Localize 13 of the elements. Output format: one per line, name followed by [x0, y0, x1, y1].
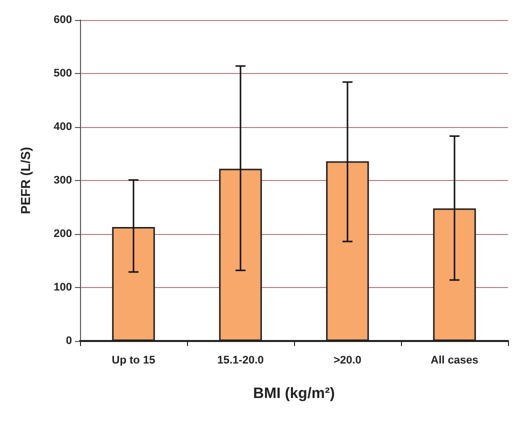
y-tick-label: 400 [54, 121, 72, 133]
y-tick-label: 500 [54, 68, 72, 80]
y-tick-label: 0 [66, 335, 72, 347]
x-tick-label: All cases [430, 354, 478, 366]
y-tick-label: 600 [54, 14, 72, 26]
x-tick-label: >20.0 [334, 354, 362, 366]
y-tick-label: 300 [54, 174, 72, 186]
y-tick-label: 200 [54, 228, 72, 240]
y-axis-title: PEFR (L/S) [18, 146, 33, 214]
x-tick-label: Up to 15 [112, 354, 156, 366]
x-axis-title: BMI (kg/m²) [253, 385, 335, 402]
y-tick-label: 100 [54, 282, 72, 294]
x-tick-label: 15.1-20.0 [217, 354, 264, 366]
